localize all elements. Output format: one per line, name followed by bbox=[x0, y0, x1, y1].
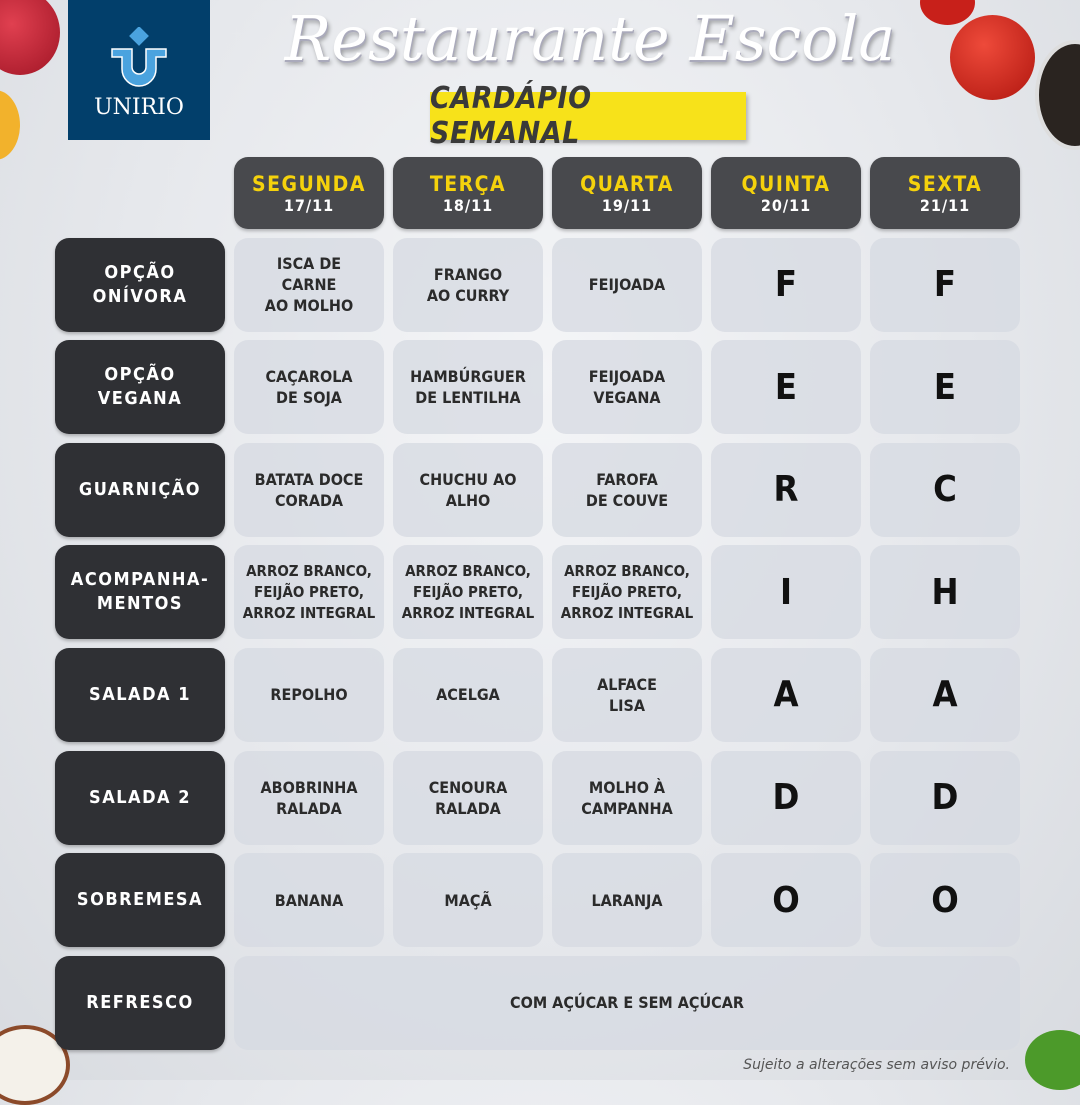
menu-cell: CAÇAROLA DE SOJA bbox=[234, 340, 384, 435]
holiday-letter-cell: A bbox=[711, 647, 861, 742]
tomato-decoration bbox=[950, 15, 1035, 100]
holiday-letter-cell: H bbox=[870, 545, 1020, 640]
day-header: TERÇA 18/11 bbox=[393, 157, 543, 229]
menu-cell: ABOBRINHA RALADA bbox=[234, 750, 384, 845]
menu-cell: LARANJA bbox=[552, 853, 702, 948]
holiday-letter-cell: D bbox=[711, 750, 861, 845]
day-header: SEXTA 21/11 bbox=[870, 157, 1020, 229]
day-name: QUINTA bbox=[741, 171, 831, 196]
row-label: SOBREMESA bbox=[55, 853, 225, 948]
row-label: SALADA 1 bbox=[55, 647, 225, 742]
menu-cell: HAMBÚRGUER DE LENTILHA bbox=[393, 340, 543, 435]
menu-cell: ARROZ BRANCO, FEIJÃO PRETO, ARROZ INTEGR… bbox=[552, 545, 702, 640]
day-date: 18/11 bbox=[442, 195, 494, 215]
menu-cell: ARROZ BRANCO, FEIJÃO PRETO, ARROZ INTEGR… bbox=[234, 545, 384, 640]
day-date: 21/11 bbox=[919, 195, 971, 215]
menu-cell: ARROZ BRANCO, FEIJÃO PRETO, ARROZ INTEGR… bbox=[393, 545, 543, 640]
row-label: OPÇÃO VEGANA bbox=[55, 340, 225, 435]
unirio-logo: UNIRIO bbox=[68, 0, 210, 140]
holiday-letter-cell: O bbox=[711, 853, 861, 948]
refresco-cell: COM AÇÚCAR E SEM AÇÚCAR bbox=[234, 955, 1020, 1050]
day-date: 19/11 bbox=[601, 195, 653, 215]
menu-cell: MOLHO À CAMPANHA bbox=[552, 750, 702, 845]
menu-cell: ISCA DE CARNE AO MOLHO bbox=[234, 237, 384, 332]
menu-cell: REPOLHO bbox=[234, 647, 384, 742]
row-label: ACOMPANHA- MENTOS bbox=[55, 545, 225, 640]
pepper-bowl-decoration bbox=[1035, 40, 1080, 150]
basil-decoration bbox=[1025, 1030, 1080, 1090]
menu-cell: BATATA DOCE CORADA bbox=[234, 442, 384, 537]
day-name: QUARTA bbox=[580, 171, 674, 196]
holiday-letter-cell: E bbox=[870, 340, 1020, 435]
subtitle-badge: CARDÁPIO SEMANAL bbox=[430, 81, 746, 151]
row-label: OPÇÃO ONÍVORA bbox=[55, 237, 225, 332]
menu-cell: FAROFA DE COUVE bbox=[552, 442, 702, 537]
row-label: REFRESCO bbox=[55, 955, 225, 1050]
holiday-letter-cell: F bbox=[711, 237, 861, 332]
holiday-letter-cell: A bbox=[870, 647, 1020, 742]
menu-table: SEGUNDA 17/11 TERÇA 18/11 QUARTA 19/11 QUINTA 2… bbox=[55, 157, 1020, 1050]
menu-cell: FEIJOADA VEGANA bbox=[552, 340, 702, 435]
holiday-letter-cell: E bbox=[711, 340, 861, 435]
menu-cell: MAÇÃ bbox=[393, 853, 543, 948]
day-header: QUARTA 19/11 bbox=[552, 157, 702, 229]
menu-cell: ALFACE LISA bbox=[552, 647, 702, 742]
holiday-letter-cell: I bbox=[711, 545, 861, 640]
menu-cell: BANANA bbox=[234, 853, 384, 948]
holiday-letter-cell: D bbox=[870, 750, 1020, 845]
day-name: SEXTA bbox=[907, 171, 983, 196]
day-date: 20/11 bbox=[760, 195, 812, 215]
day-header: QUINTA 20/11 bbox=[711, 157, 861, 229]
unirio-emblem-icon bbox=[111, 27, 167, 87]
day-name: TERÇA bbox=[429, 171, 507, 196]
menu-cell: FEIJOADA bbox=[552, 237, 702, 332]
day-date: 17/11 bbox=[283, 195, 335, 215]
menu-cell: CHUCHU AO ALHO bbox=[393, 442, 543, 537]
menu-cell: FRANGO AO CURRY bbox=[393, 237, 543, 332]
day-header: SEGUNDA 17/11 bbox=[234, 157, 384, 229]
day-name: SEGUNDA bbox=[252, 171, 366, 196]
logo-text: UNIRIO bbox=[94, 95, 184, 120]
holiday-letter-cell: O bbox=[870, 853, 1020, 948]
row-label: GUARNIÇÃO bbox=[55, 442, 225, 537]
corner-spacer bbox=[55, 157, 225, 229]
apple-decoration bbox=[0, 0, 60, 75]
menu-cell: CENOURA RALADA bbox=[393, 750, 543, 845]
orange-decoration bbox=[0, 90, 20, 160]
holiday-letter-cell: C bbox=[870, 442, 1020, 537]
page-title: Restaurante Escola bbox=[284, 2, 896, 75]
disclaimer: Sujeito a alterações sem aviso prévio. bbox=[743, 1057, 1010, 1073]
holiday-letter-cell: F bbox=[870, 237, 1020, 332]
holiday-letter-cell: R bbox=[711, 442, 861, 537]
row-label: SALADA 2 bbox=[55, 750, 225, 845]
menu-cell: ACELGA bbox=[393, 647, 543, 742]
